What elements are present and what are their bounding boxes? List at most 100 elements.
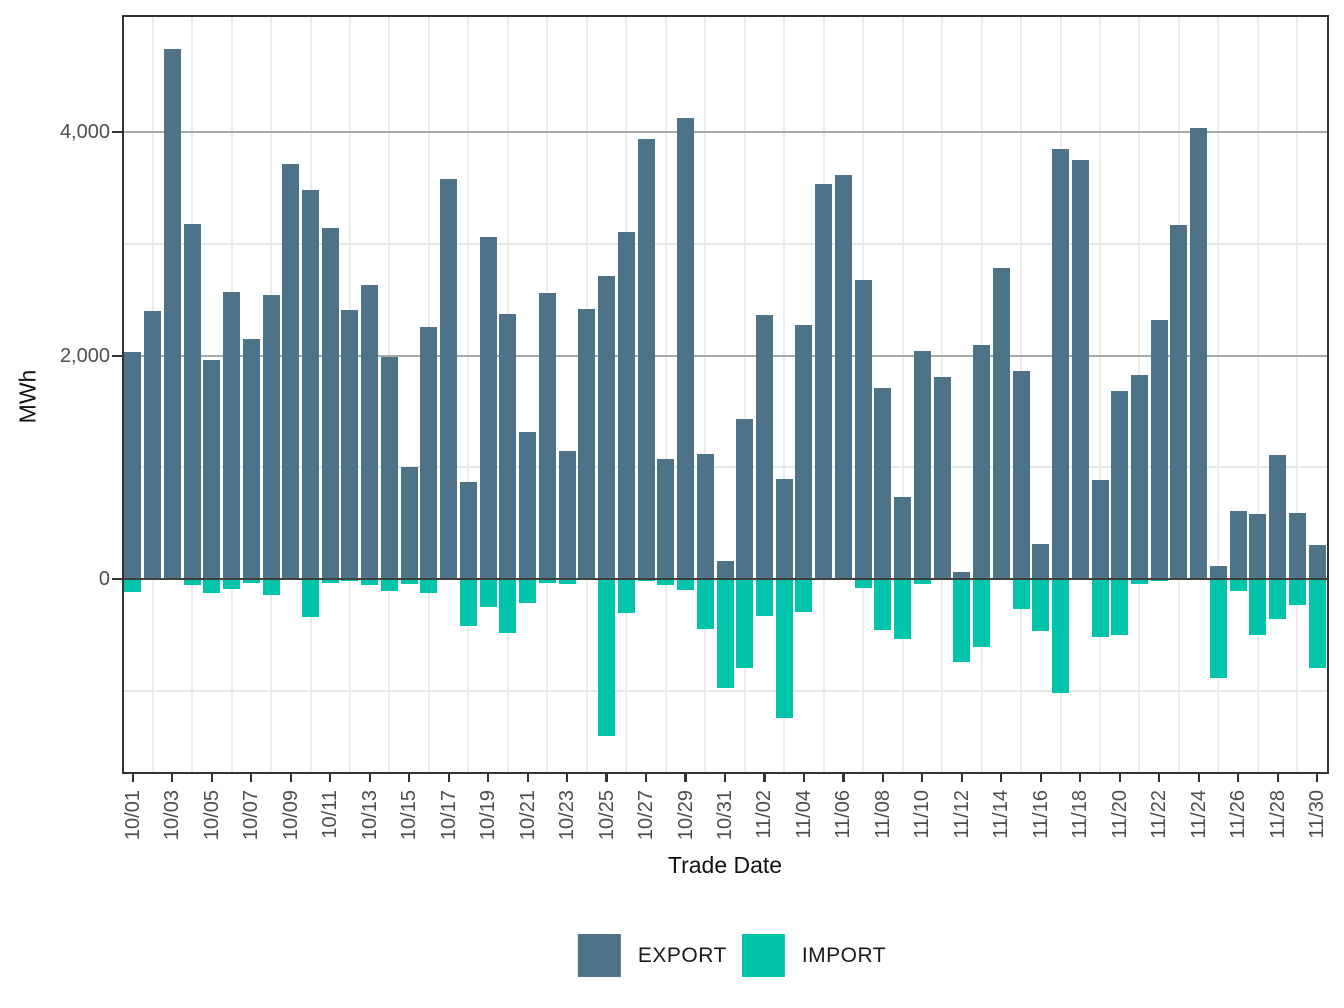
export-bar bbox=[815, 184, 833, 579]
x-tick-mark bbox=[487, 773, 490, 782]
import-swatch-icon bbox=[741, 934, 785, 977]
export-bar bbox=[538, 293, 556, 579]
export-bar bbox=[262, 294, 280, 579]
x-tick-mark bbox=[802, 773, 806, 782]
import-bar bbox=[716, 579, 734, 689]
export-bar bbox=[1190, 128, 1208, 579]
x-tick-mark bbox=[763, 773, 766, 782]
y-tick-label: 2,000 bbox=[59, 344, 110, 367]
import-bar bbox=[657, 579, 675, 586]
export-bar bbox=[163, 48, 181, 579]
export-bar bbox=[834, 175, 852, 579]
import-bar bbox=[1052, 579, 1070, 694]
import-bar bbox=[637, 579, 655, 582]
import-bar bbox=[223, 579, 241, 589]
export-bar bbox=[1170, 224, 1188, 579]
import-bar bbox=[479, 579, 497, 608]
export-bar bbox=[1308, 545, 1326, 579]
vertical-gridline bbox=[1296, 16, 1299, 772]
x-tick-mark bbox=[921, 773, 924, 782]
vertical-gridline bbox=[467, 16, 470, 772]
vertical-gridline bbox=[704, 16, 707, 772]
legend-entry-import: IMPORT bbox=[741, 934, 887, 977]
y-tick-mark bbox=[112, 577, 122, 581]
export-bar bbox=[637, 139, 655, 579]
x-tick-mark bbox=[131, 773, 134, 782]
export-bar bbox=[716, 561, 734, 579]
import-bar bbox=[203, 579, 221, 593]
export-bar bbox=[1071, 159, 1089, 579]
x-tick-mark bbox=[250, 773, 253, 782]
export-bar bbox=[755, 314, 773, 579]
y-tick-label: 4,000 bbox=[59, 121, 110, 144]
x-tick-mark bbox=[1276, 773, 1279, 782]
x-tick-mark bbox=[723, 773, 727, 782]
x-tick-mark bbox=[1079, 773, 1082, 782]
import-bar bbox=[361, 579, 379, 585]
x-tick-mark bbox=[644, 773, 648, 782]
export-bar bbox=[499, 313, 517, 579]
major-gridline bbox=[123, 131, 1327, 134]
import-bar bbox=[1091, 579, 1109, 637]
y-tick-mark bbox=[112, 354, 122, 357]
import-bar bbox=[380, 579, 398, 591]
import-bar bbox=[1012, 579, 1030, 609]
y-tick-mark bbox=[112, 131, 122, 134]
x-tick-mark bbox=[842, 773, 845, 782]
import-bar bbox=[1269, 579, 1287, 619]
x-tick-mark bbox=[1039, 773, 1042, 782]
export-bar bbox=[321, 227, 339, 579]
x-axis-title: Trade Date bbox=[667, 852, 783, 878]
import-bar bbox=[1308, 579, 1326, 669]
y-tick-label: 0 bbox=[98, 568, 110, 590]
import-bar bbox=[558, 579, 576, 584]
x-tick-mark bbox=[329, 773, 332, 782]
export-bar bbox=[894, 497, 912, 579]
import-bar bbox=[538, 579, 556, 583]
import-bar bbox=[183, 579, 201, 586]
export-bar bbox=[341, 309, 359, 579]
import-bar bbox=[459, 579, 477, 627]
x-tick-mark bbox=[526, 773, 529, 782]
export-bar bbox=[124, 352, 142, 579]
import-bar bbox=[913, 579, 931, 584]
import-bar bbox=[973, 579, 991, 647]
export-bar bbox=[874, 387, 892, 579]
major-gridline bbox=[123, 354, 1327, 357]
export-bar bbox=[1209, 565, 1227, 579]
export-bar bbox=[578, 309, 596, 579]
import-bar bbox=[1249, 579, 1267, 636]
import-bar bbox=[1150, 579, 1168, 582]
export-bar bbox=[598, 275, 616, 579]
export-bar bbox=[479, 236, 497, 579]
import-bar bbox=[755, 579, 773, 616]
x-tick-mark bbox=[1237, 773, 1240, 782]
export-bar bbox=[440, 178, 458, 579]
export-bar bbox=[302, 189, 319, 579]
import-bar bbox=[321, 579, 339, 584]
export-bar bbox=[459, 481, 477, 579]
export-bar bbox=[400, 467, 418, 579]
legend-entry-export: EXPORT bbox=[577, 934, 727, 977]
export-bar bbox=[1052, 148, 1070, 579]
export-bar bbox=[1012, 371, 1030, 579]
minor-gridline bbox=[123, 689, 1327, 692]
x-tick-mark bbox=[289, 773, 292, 782]
import-bar bbox=[1130, 579, 1148, 585]
export-bar bbox=[1130, 375, 1148, 579]
import-bar bbox=[696, 579, 714, 630]
x-tick-mark bbox=[684, 773, 687, 782]
vertical-gridline bbox=[743, 16, 746, 772]
x-tick-mark bbox=[881, 773, 884, 782]
export-bar bbox=[558, 450, 576, 579]
export-bar bbox=[1288, 512, 1306, 579]
legend-label-import: IMPORT bbox=[801, 943, 887, 967]
import-bar bbox=[519, 579, 537, 603]
export-bar bbox=[1229, 510, 1247, 579]
export-bar bbox=[420, 326, 438, 579]
export-bar bbox=[242, 338, 260, 579]
x-tick-mark bbox=[1158, 773, 1161, 782]
export-bar bbox=[795, 324, 813, 579]
export-bar bbox=[361, 285, 379, 579]
